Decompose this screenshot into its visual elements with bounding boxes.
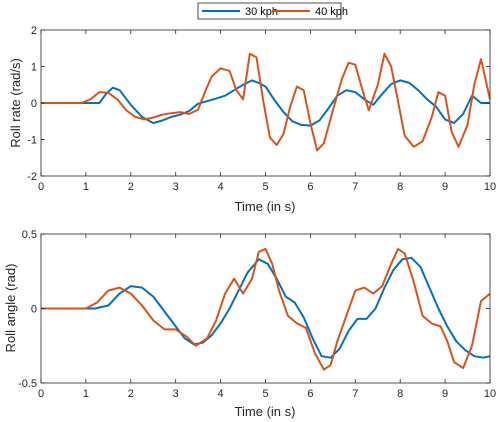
x-tick-label-top: 10: [484, 181, 496, 193]
legend-label-40-kph: 40 kph: [315, 6, 348, 18]
x-tick-label-top: 5: [262, 181, 268, 193]
series-line-30-kph-top: [41, 79, 490, 127]
y-tick-label-bottom: 0: [31, 304, 37, 316]
series-line-30-kph-bottom: [41, 256, 491, 359]
x-tick-label-bottom: 2: [128, 388, 134, 400]
x-tick-label-bottom: 1: [83, 388, 89, 400]
x-tick-label-top: 2: [128, 181, 134, 193]
y-axis-label-bottom: Roll angle (rad): [3, 264, 18, 353]
x-tick-label-top: 1: [83, 181, 89, 193]
series-line-40-kph-top: [41, 52, 491, 152]
x-tick-label-top: 4: [218, 181, 224, 193]
x-tick-label-top: 8: [397, 181, 403, 193]
x-tick-label-bottom: 8: [397, 388, 403, 400]
y-tick-label-top: -2: [27, 171, 37, 183]
x-axis-label-bottom: Time (in s): [235, 404, 296, 419]
x-tick-label-top: 3: [173, 181, 179, 193]
roll-angle-plot: Time (in s) Roll angle (rad) 0 1 2 3 4 5 6 7 8 9 1…: [3, 229, 496, 419]
y-tick-label-top: 1: [31, 62, 37, 74]
x-tick-label-top: 9: [442, 181, 448, 193]
x-tick-label-bottom: 0: [38, 388, 44, 400]
x-tick-label-bottom: 7: [352, 388, 358, 400]
y-tick-label-top: 2: [31, 25, 37, 37]
y-tick-label-top: -1: [27, 135, 37, 147]
legend-label-30-kph: 30 kph: [245, 6, 278, 18]
y-axis-label-top: Roll rate (rad/s): [8, 58, 23, 148]
legend: 30 kph 40 kph: [197, 2, 348, 20]
legend-box: [197, 2, 342, 20]
x-tick-label-bottom: 9: [442, 388, 448, 400]
x-axis-label-top: Time (in s): [235, 199, 296, 214]
x-tick-label-bottom: 3: [173, 388, 179, 400]
y-tick-label-top: 0: [31, 98, 37, 110]
y-tick-label-bottom: -0.5: [18, 378, 37, 390]
x-tick-label-top: 7: [352, 181, 358, 193]
roll-rate-plot: Time (in s) Roll rate (rad/s) 0 1 2 3 4 5 6 7 8 9…: [8, 25, 496, 214]
series-line-40-kph-bottom: [41, 247, 491, 371]
x-tick-label-bottom: 4: [218, 388, 224, 400]
y-tick-label-bottom: 0.5: [22, 229, 37, 241]
x-tick-label-bottom: 6: [307, 388, 313, 400]
x-tick-label-bottom: 5: [262, 388, 268, 400]
x-tick-label-bottom: 10: [484, 388, 496, 400]
x-tick-label-top: 6: [307, 181, 313, 193]
x-tick-label-top: 0: [38, 181, 44, 193]
